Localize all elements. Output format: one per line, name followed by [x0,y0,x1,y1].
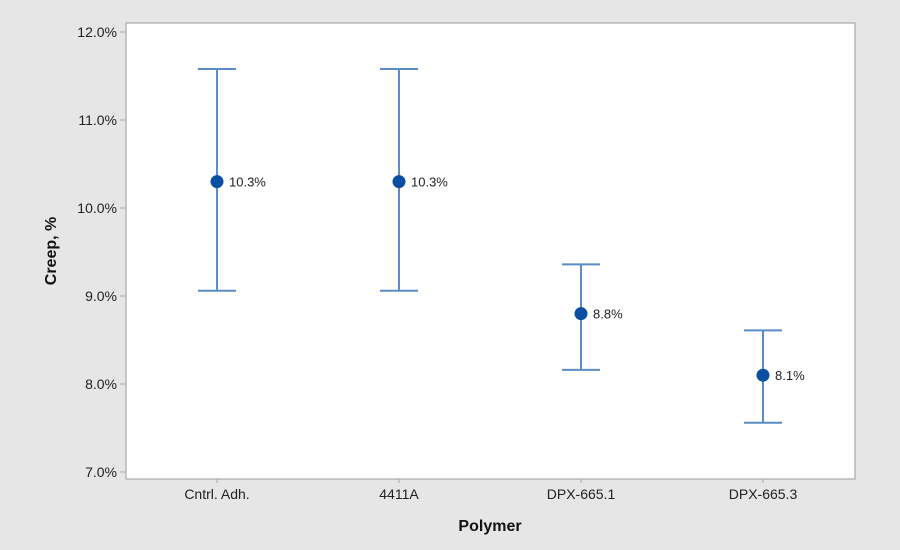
interval-3: 8.1% [744,329,805,424]
x-tick-label: Cntrl. Adh. [184,486,249,502]
interval-2: 8.8% [562,263,623,371]
x-tick-label: 4411A [379,486,419,502]
y-tick-label: 7.0% [85,464,117,480]
y-tick-label: 9.0% [85,288,117,304]
interval-series: 10.3% 10.3% 8.8% 8.1% [198,67,805,424]
data-label: 10.3% [229,175,266,190]
x-tick-label: DPX-665.3 [729,486,798,502]
mean-point [574,307,588,321]
y-tick-label: 11.0% [78,112,117,128]
y-tick-label: 10.0% [77,200,117,216]
y-axis: 7.0% 8.0% 9.0% 10.0% 11.0% 12.0% [77,24,126,480]
data-label: 8.8% [593,307,623,322]
x-axis-title: Polymer [458,518,521,535]
plot-area [125,22,856,480]
mean-point [392,175,406,189]
x-tick-label: DPX-665.1 [547,486,616,502]
data-label: 10.3% [411,175,448,190]
interval-0: 10.3% [198,67,266,292]
x-axis: Cntrl. Adh. 4411A DPX-665.1 DPX-665.3 [184,479,797,502]
y-tick-label: 8.0% [85,376,117,392]
data-label: 8.1% [775,368,805,383]
y-axis-title: Creep, % [43,217,60,285]
interval-1: 10.3% [380,67,448,292]
mean-point [210,175,224,189]
y-tick-label: 12.0% [77,24,117,40]
mean-point [756,368,770,382]
